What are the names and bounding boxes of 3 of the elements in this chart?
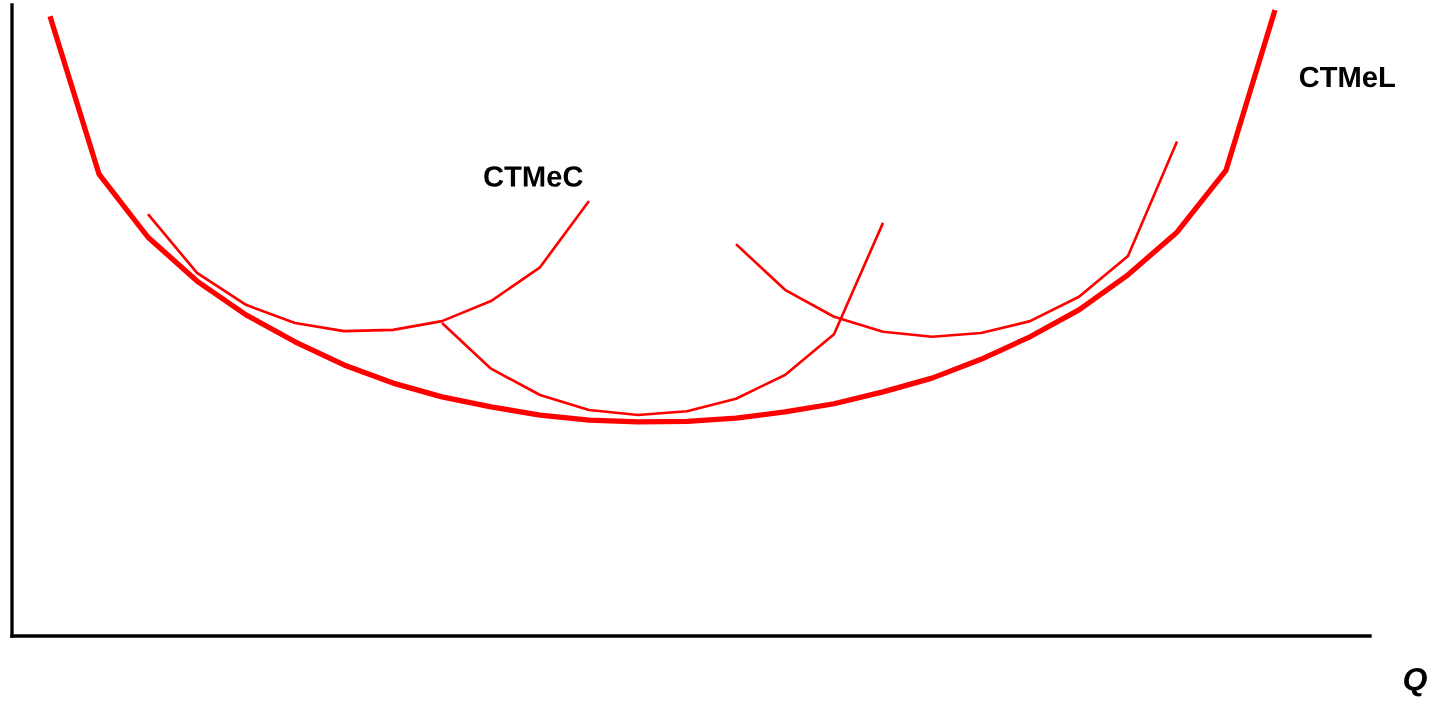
- series-label: CTMeC: [484, 166, 583, 187]
- series-label: CTMeL: [1299, 66, 1395, 88]
- x-axis-title: Q: [1404, 667, 1427, 697]
